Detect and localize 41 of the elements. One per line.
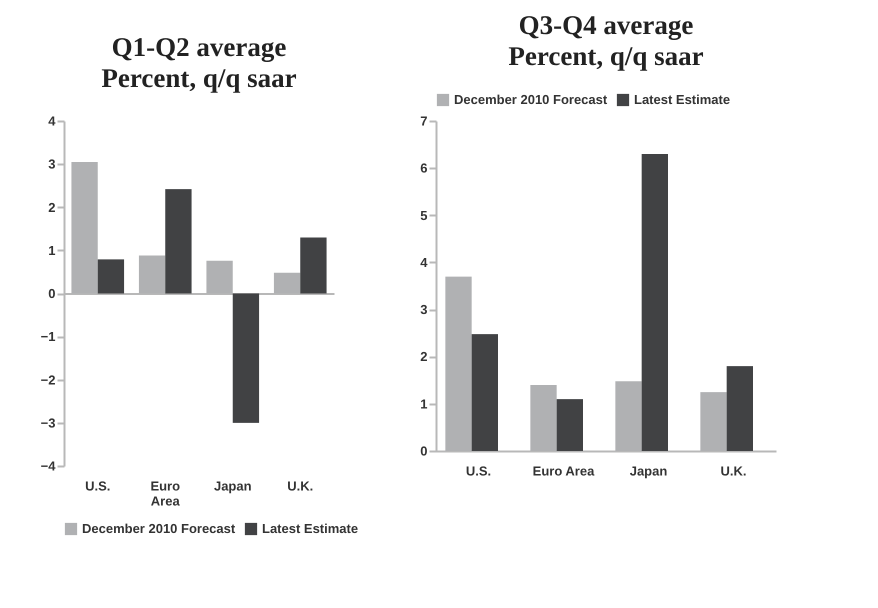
legend-label: December 2010 Forecast [454,92,608,107]
x-tick-label: U.K. [720,464,746,478]
y-tick-label: 0 [48,286,56,301]
y-tick-label: 1 [420,396,428,412]
bar [472,334,498,451]
legend-label: December 2010 Forecast [82,521,236,536]
y-tick-label: −4 [40,458,56,474]
y-tick-label: 3 [420,302,428,318]
y-tick-label: 4 [420,254,428,270]
bar [232,294,260,423]
y-tick-label: −2 [40,372,56,388]
x-tick-label: Euro Area [532,464,596,478]
y-tick-label: 6 [420,160,428,176]
y-tick-label: −3 [40,415,56,430]
x-tick-label: U.K. [287,478,314,494]
y-tick-label: 7 [420,114,428,128]
x-tick-label: Euro Area [150,478,180,508]
y-tick-label: 2 [420,349,428,364]
y-tick-label: 2 [48,200,56,215]
y-tick-label: 0 [420,444,428,458]
y-tick-label: 4 [48,114,56,128]
legend-label: Latest Estimate [634,92,730,107]
bar [556,399,583,451]
y-tick-label: 3 [48,156,56,172]
x-tick-label: Japan [214,478,252,494]
legend-label: Latest Estimate [262,521,358,536]
chart-subtitle: Percent, q/q saar [508,41,704,71]
y-tick-label: 5 [420,208,428,223]
bar [98,259,124,294]
bar [165,189,192,294]
y-tick-label: −1 [40,329,56,344]
x-tick-label: Japan [630,464,668,478]
bar [300,237,327,294]
chart-title: Q3-Q4 average [518,10,694,40]
x-tick-label: U.S. [466,464,492,478]
bar [642,154,668,451]
y-tick-label: 1 [48,242,56,258]
chart-subtitle: Percent, q/q saar [101,63,297,93]
bar [726,366,753,451]
chart-title: Q1-Q2 average [112,32,286,62]
x-tick-label: U.S. [85,478,110,494]
